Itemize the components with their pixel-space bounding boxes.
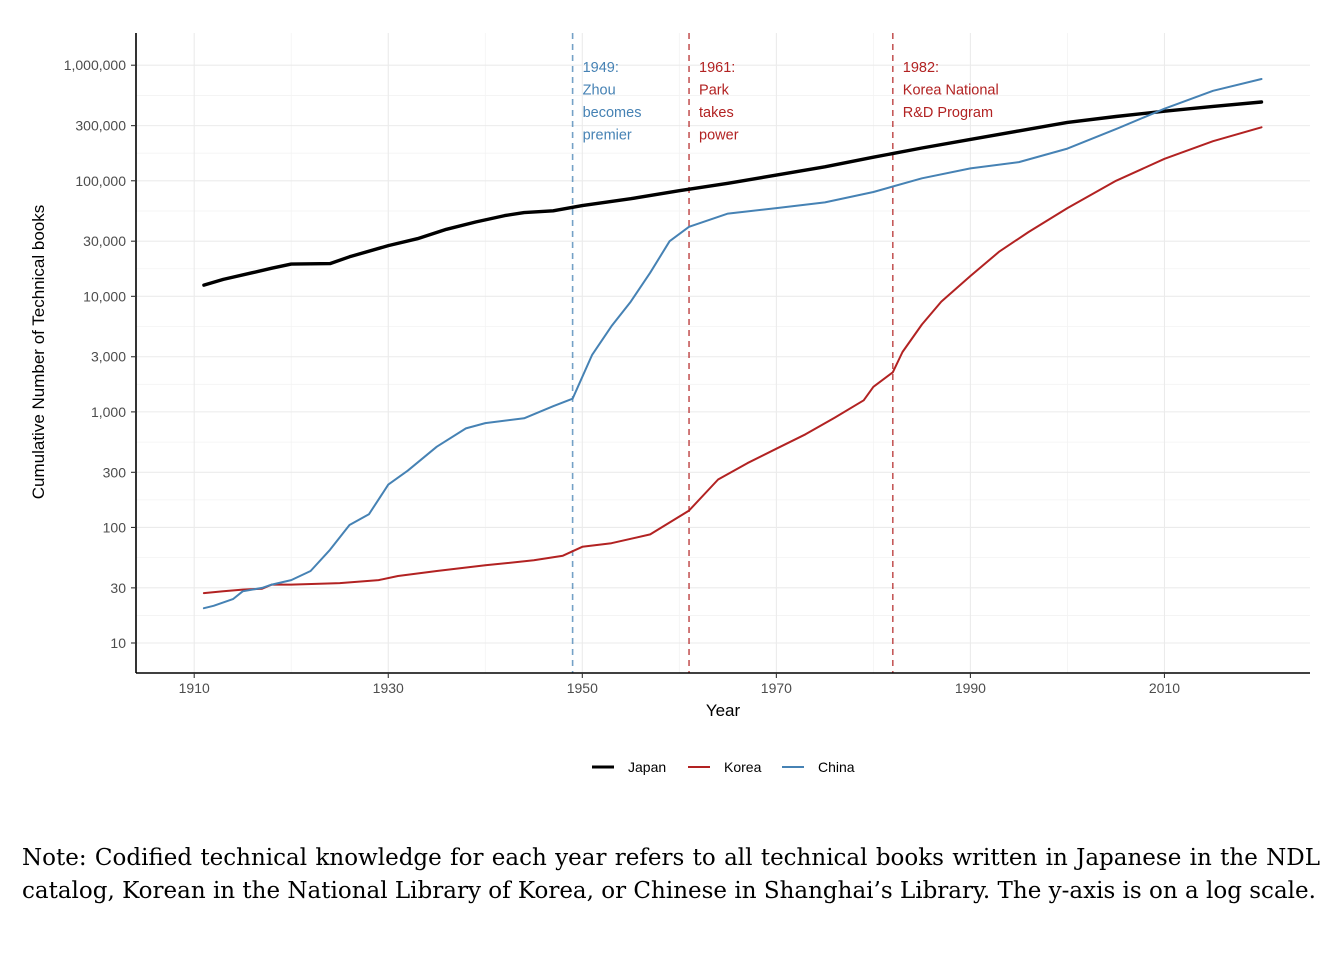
x-tick-label: 1930: [373, 680, 404, 696]
y-tick-label: 30,000: [83, 233, 126, 249]
y-tick-label: 300: [103, 464, 127, 480]
legend-label-japan: Japan: [628, 759, 666, 775]
y-tick-label: 100: [103, 519, 127, 535]
legend-label-korea: Korea: [724, 759, 762, 775]
y-tick-label: 10: [110, 635, 126, 651]
axes: [131, 33, 1310, 678]
x-tick-label: 1970: [761, 680, 792, 696]
legend: Japan Korea China: [592, 759, 855, 775]
series-line-korea: [202, 126, 1263, 595]
y-tick-label: 1,000: [91, 404, 126, 420]
grid-major: [136, 33, 1310, 673]
legend-label-china: China: [818, 759, 855, 775]
x-axis-title: Year: [706, 701, 741, 720]
y-tick-label: 30: [110, 580, 126, 596]
grid-minor: [136, 33, 1310, 673]
chart: 1949: Zhou becomes premier 1961: Park takes pow…: [29, 33, 1310, 775]
y-tick-labels: 10 30 100 300 1,000 3,000 10,000 30,000 100,000 3…: [64, 57, 127, 651]
event-labels: 1949: Zhou becomes premier 1961: Park takes pow…: [583, 60, 999, 144]
event-label-1961: 1961: Park takes power: [699, 60, 739, 144]
y-tick-label: 1,000,000: [64, 57, 126, 73]
event-lines: [571, 33, 894, 673]
x-tick-label: 1990: [955, 680, 986, 696]
x-tick-label: 1950: [567, 680, 598, 696]
x-tick-labels: 1910 1930 1950 1970 1990 2010: [179, 680, 1181, 696]
y-axis-title: Cumulative Number of Technical books: [29, 205, 48, 500]
figure-note: Note: Codified technical knowledge for e…: [22, 845, 1320, 904]
series-line-china: [202, 78, 1263, 610]
x-tick-label: 1910: [179, 680, 210, 696]
y-tick-label: 100,000: [75, 173, 126, 189]
event-label-1982: 1982: Korea National R&D Program: [903, 60, 999, 121]
y-tick-label: 300,000: [75, 118, 126, 134]
y-tick-label: 10,000: [83, 288, 126, 304]
series-line-japan: [202, 100, 1264, 287]
x-tick-label: 2010: [1149, 680, 1180, 696]
series-lines: [202, 78, 1264, 610]
event-label-1949: 1949: Zhou becomes premier: [583, 60, 642, 144]
y-tick-label: 3,000: [91, 349, 126, 365]
